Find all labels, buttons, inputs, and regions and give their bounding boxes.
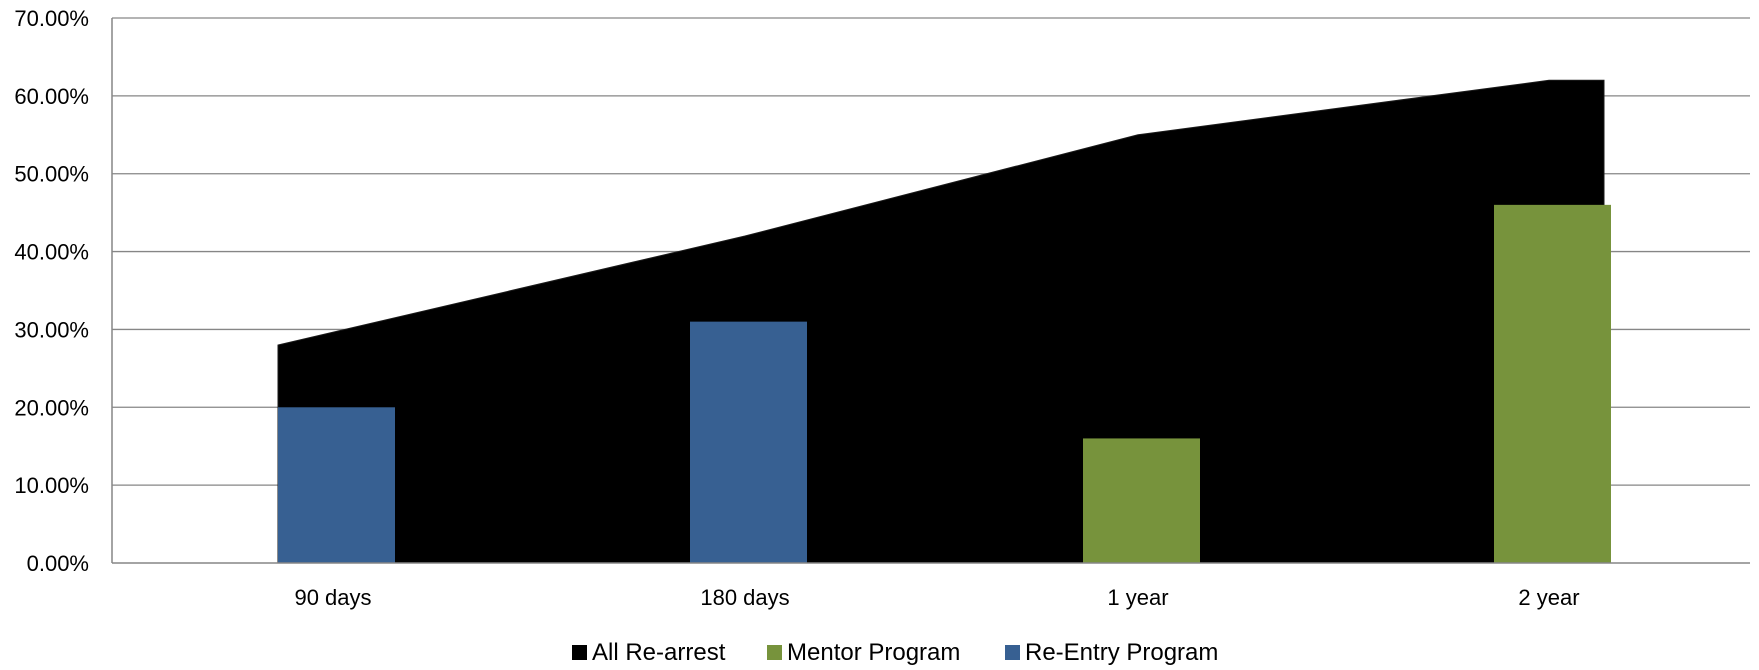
- bar-re-entry-program: [690, 321, 807, 563]
- y-tick-label: 50.00%: [14, 162, 89, 187]
- y-tick-label: 70.00%: [14, 6, 89, 31]
- legend-swatch: [572, 645, 587, 660]
- legend-label: Re-Entry Program: [1025, 639, 1218, 666]
- x-tick-label: 90 days: [294, 585, 371, 610]
- area-all-re-arrest: [277, 79, 1605, 564]
- legend-swatch: [767, 645, 782, 660]
- x-tick-label: 1 year: [1107, 585, 1168, 610]
- y-tick-label: 30.00%: [14, 317, 89, 342]
- legend-label: Mentor Program: [787, 639, 960, 666]
- x-tick-label: 2 year: [1518, 585, 1579, 610]
- legend-swatch: [1005, 645, 1020, 660]
- legend-item: Re-Entry Program: [1005, 639, 1218, 666]
- legend-item: All Re-arrest: [572, 639, 726, 666]
- y-tick-label: 0.00%: [27, 551, 89, 576]
- x-tick-label: 180 days: [700, 585, 789, 610]
- y-tick-label: 10.00%: [14, 473, 89, 498]
- legend: All Re-arrest Mentor Program Re-Entry Prog…: [572, 639, 1218, 666]
- legend-label: All Re-arrest: [592, 639, 726, 666]
- bar-mentor-program: [1083, 438, 1200, 563]
- axes: 0.00% 10.00% 20.00% 30.00% 40.00% 50.00% 60.00…: [14, 6, 1750, 610]
- bar-series: [278, 204, 1611, 563]
- area-series: [277, 79, 1605, 564]
- y-tick-label: 20.00%: [14, 395, 89, 420]
- legend-item: Mentor Program: [767, 639, 960, 666]
- bar-re-entry-program: [278, 407, 395, 563]
- y-tick-label: 60.00%: [14, 84, 89, 109]
- y-tick-label: 40.00%: [14, 240, 89, 265]
- bar-mentor-program: [1494, 204, 1611, 563]
